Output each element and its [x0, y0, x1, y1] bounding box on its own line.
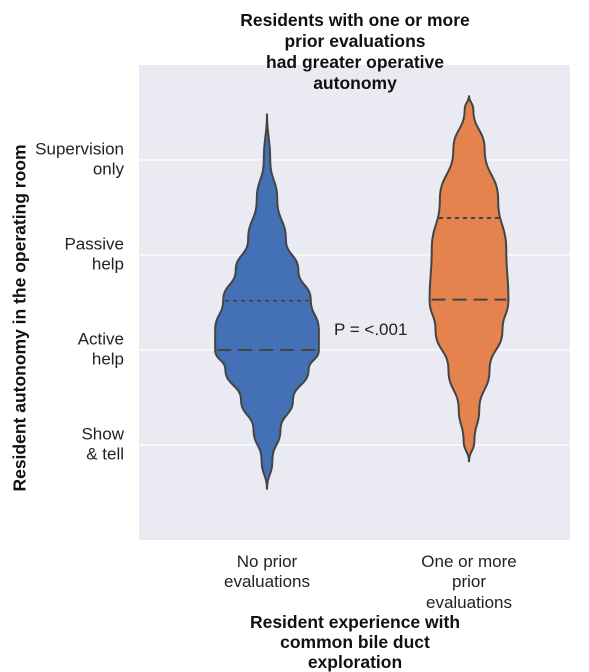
chart-title: Residents with one or more prior evaluat… — [240, 10, 470, 93]
annotation: P = <.001 — [334, 319, 408, 339]
violin — [428, 95, 510, 463]
y-axis-label: Resident autonomy in the operating room — [9, 144, 30, 492]
y-tick-label: Active help — [77, 329, 124, 369]
x-tick-label: One or more prior evaluations — [421, 552, 517, 612]
page: Show & tell Active help Passive help Superv… — [9, 10, 570, 672]
y-tick-label: Supervision only — [35, 139, 124, 179]
x-tick-label: No prior evaluations — [223, 552, 311, 592]
x-axis-label: Resident experience with common bile duc… — [249, 612, 461, 672]
y-tick-label: Show & tell — [81, 424, 124, 464]
chart — [139, 65, 570, 540]
y-tick-label: Passive help — [64, 234, 124, 274]
